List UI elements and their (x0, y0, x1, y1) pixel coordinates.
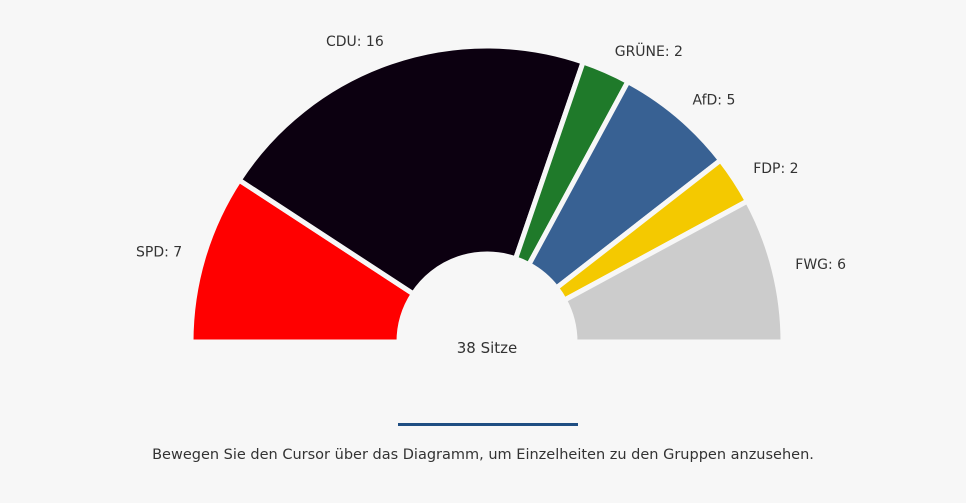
label-spd: SPD: 7 (136, 244, 182, 260)
label-fdp: FDP: 2 (753, 161, 798, 177)
slice-cdu[interactable] (235, 43, 587, 298)
label-afd: AfD: 5 (693, 92, 736, 108)
label-cdu: CDU: 16 (326, 34, 384, 50)
slice-spd[interactable] (188, 176, 417, 345)
hint-text: Bewegen Sie den Cursor über das Diagramm… (152, 447, 814, 463)
label-fwg: FWG: 6 (795, 257, 846, 273)
total-seats-label: 38 Sitze (457, 339, 518, 357)
divider (398, 423, 578, 426)
slice-fwg[interactable] (561, 197, 786, 345)
label-grüne: GRÜNE: 2 (615, 42, 683, 60)
